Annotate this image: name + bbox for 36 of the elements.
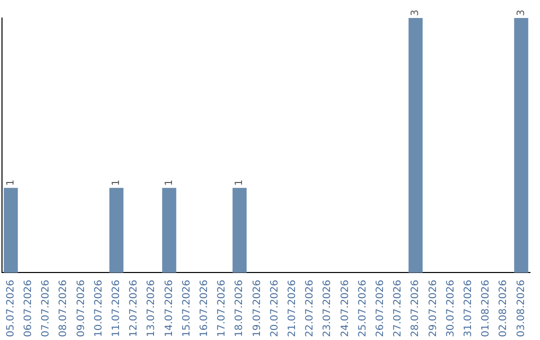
x-tick-label: 10.07.2026 — [93, 280, 104, 338]
x-tick-label: 31.07.2026 — [462, 280, 474, 338]
x-tick-label: 14.07.2026 — [164, 280, 175, 338]
x-tick-label: 29.07.2026 — [428, 280, 439, 338]
x-tick-label: 05.07.2026 — [5, 280, 16, 338]
data-label: 1 — [110, 179, 122, 186]
x-tick-label: 08.07.2026 — [58, 280, 70, 338]
x-tick-label: 25.07.2026 — [357, 280, 368, 338]
data-label: 1 — [234, 179, 246, 186]
x-tick-label: 19.07.2026 — [252, 280, 263, 338]
x-tick-label: 02.08.2026 — [498, 280, 510, 338]
x-tick-label: 26.07.2026 — [374, 280, 386, 338]
x-tick-label: 22.07.2026 — [304, 280, 316, 338]
x-tick-label: 27.07.2026 — [392, 280, 404, 338]
x-tick-label: 16.07.2026 — [198, 280, 210, 338]
x-tick-label: 23.07.2026 — [322, 280, 334, 338]
x-tick-label: 24.07.2026 — [340, 280, 351, 338]
x-tick-label: 18.07.2026 — [234, 280, 246, 338]
x-tick-label: 07.07.2026 — [40, 280, 52, 338]
x-tick-label: 17.07.2026 — [216, 280, 228, 338]
data-label: 1 — [5, 179, 16, 186]
x-tick-label: 03.08.2026 — [516, 280, 527, 338]
data-label: 3 — [516, 10, 527, 16]
x-tick-label: 28.07.2026 — [410, 280, 422, 338]
data-label: 1 — [164, 179, 175, 186]
x-tick-label: 01.08.2026 — [480, 280, 492, 338]
x-tick-label: 11.07.2026 — [110, 280, 122, 338]
x-tick-label: 21.07.2026 — [286, 280, 298, 338]
x-tick-label: 06.07.2026 — [22, 280, 34, 338]
x-tick-label: 30.07.2026 — [445, 280, 456, 338]
x-tick-label: 20.07.2026 — [269, 280, 280, 338]
data-label: 3 — [410, 10, 422, 16]
x-tick-label: 09.07.2026 — [76, 280, 87, 338]
x-tick-label: 13.07.2026 — [146, 280, 158, 338]
x-tick-label: 12.07.2026 — [128, 280, 140, 338]
x-tick-label: 15.07.2026 — [181, 280, 192, 338]
